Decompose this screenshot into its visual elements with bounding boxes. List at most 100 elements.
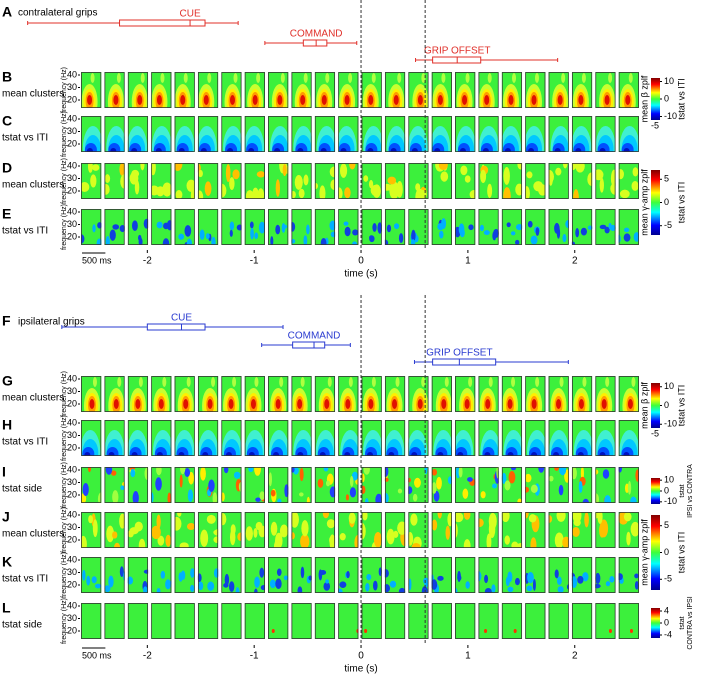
heatmap-tile [501,512,523,548]
heatmap-blob [300,534,310,548]
tile-border [104,557,125,593]
heatmap-background [314,209,336,245]
heatmap-tile [151,603,172,639]
tile-border [618,420,639,456]
tile-border [221,420,242,456]
heatmap-tile [478,209,499,245]
heatmap-blob [207,73,212,83]
heatmap-blob [363,175,369,182]
tile-border [478,603,499,639]
heatmap-blob [299,492,304,497]
heatmap-blob [180,467,186,475]
heatmap-tile [314,557,336,593]
heatmap-tile [408,116,429,152]
heatmap-blob [571,467,577,480]
heatmap-tile [455,467,476,503]
heatmap-tile [361,72,382,108]
heatmap-tile [455,376,476,412]
heatmap-tile [268,209,289,245]
heatmap-tile [244,603,265,639]
heatmap-blob [488,377,493,387]
heatmap-tile [221,116,242,152]
heatmap-blob [431,469,438,476]
tile-border [127,420,149,456]
heatmap-tile [291,512,312,548]
tile-border [408,603,429,639]
heatmap-blob [393,530,399,538]
tile-border [478,116,499,152]
heatmap-blob [327,377,332,387]
tile-border [571,163,593,199]
heatmap-background [571,603,593,639]
heatmap-blob [627,480,632,495]
tile-border [104,376,125,412]
heatmap-tile [384,557,406,593]
heatmap-blob [597,512,603,524]
heatmap-blob [582,572,589,582]
tile-border [244,420,265,456]
time-tick-label: 2 [572,651,578,662]
heatmap-tile [595,376,616,412]
heatmap-tile [595,163,616,199]
heatmap-blob [396,180,403,198]
tile-border [81,376,102,412]
tile-border [478,376,499,412]
heatmap-blob [167,492,172,503]
heatmap-blob [387,176,397,185]
heatmap-tile [338,116,359,152]
heatmap-tile [361,603,382,639]
colorbar-label: tstat [679,484,686,497]
heatmap-blob [284,484,289,498]
tile-border [151,163,172,199]
heatmap-tile [291,420,312,456]
heatmap-blob [346,570,350,579]
heatmap-blob [259,567,265,578]
tile-border [174,467,195,503]
colorbar-tick-label: 0 [664,617,669,627]
heatmap-blob [301,520,309,537]
heatmap-tile [81,467,102,503]
heatmap-tile [361,376,382,412]
heatmap-tile [618,116,639,152]
colorbar-label: tstat vs ITI [676,182,686,224]
tile-border [291,376,312,412]
frequency-label: frequency (Hz) [61,158,68,204]
heatmap-blob [515,239,520,245]
heatmap-tile [81,557,102,593]
heatmap-tile [338,163,359,199]
tile-border [595,603,616,639]
tile-border [478,163,499,199]
heatmap-blob [230,95,236,105]
heatmap-blob [366,574,372,581]
tile-border [478,467,499,503]
colorbar-tick-label: 4 [664,605,669,615]
heatmap-blob [526,585,533,592]
heatmap-tile [104,72,125,108]
heatmap-background [384,467,406,503]
heatmap-blob [421,73,426,83]
tile-border [314,512,336,548]
heatmap-background [314,603,336,639]
row-label: mean clusters [2,180,64,191]
heatmap-blob [487,183,493,198]
heatmap-blob [631,377,636,387]
heatmap-blob [156,452,163,456]
row-letter: G [2,373,13,389]
frequency-tick-label: 40 [67,206,77,216]
colorbar-tick-label: 10 [664,475,674,485]
heatmap-tile [174,467,195,503]
heatmap-blob [319,452,326,456]
heatmap-tile [244,163,265,199]
heatmap-blob [345,494,350,501]
heatmap-blob [179,474,183,488]
tile-border [618,72,639,108]
tile-border [104,420,125,456]
heatmap-background [431,163,452,199]
frequency-tick-label: 30 [67,386,77,396]
heatmap-background [104,603,125,639]
heatmap-background [595,603,616,639]
heatmap-blob [630,521,639,537]
heatmap-blob [180,570,186,580]
heatmap-blob [190,187,195,199]
